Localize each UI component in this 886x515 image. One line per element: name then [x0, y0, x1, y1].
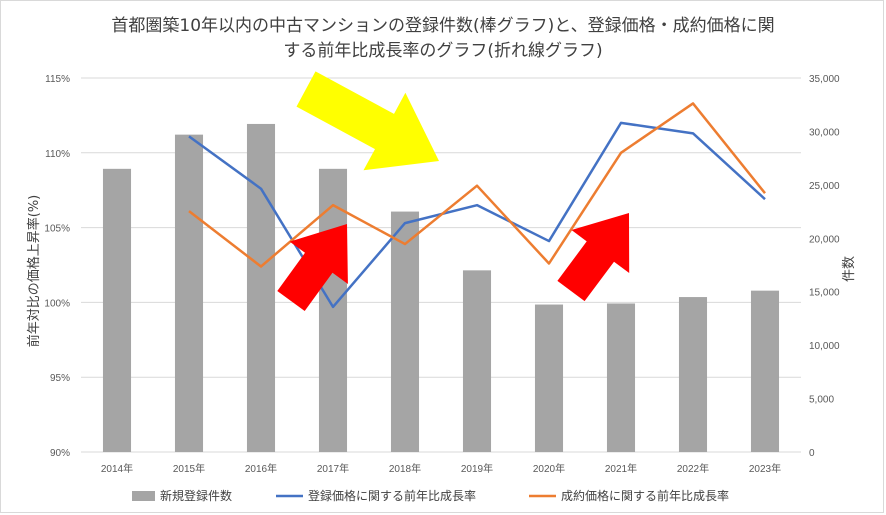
y-left-tick: 110%: [45, 149, 70, 160]
x-tick: 2015年: [173, 462, 205, 475]
bar: [390, 211, 420, 452]
x-tick: 2019年: [461, 462, 493, 475]
bar: [534, 304, 564, 452]
x-tick: 2023年: [749, 462, 781, 475]
bar: [678, 297, 708, 452]
annotation-arrow-red-1: [277, 224, 348, 311]
y-right-tick: 5,000: [809, 395, 834, 406]
x-tick: 2016年: [245, 462, 277, 475]
y-left-tick: 90%: [50, 448, 70, 459]
y-right-tick: 10,000: [809, 341, 840, 352]
legend: 新規登録件数 登録価格に関する前年比成長率 成約価格に関する前年比成長率: [132, 488, 729, 503]
y-axis-left-title: 前年対比の価格上昇率(%): [26, 195, 42, 348]
y-right-tick: 0: [809, 448, 815, 459]
legend-label: 成約価格に関する前年比成長率: [561, 488, 729, 503]
bar: [246, 123, 276, 452]
line-series-layer: [188, 102, 766, 309]
bar: [102, 168, 132, 453]
y-right-tick: 30,000: [809, 127, 840, 138]
bar-series-registrations: [102, 123, 780, 453]
legend-swatch-bar: [132, 491, 155, 501]
bar: [174, 134, 204, 453]
annotation-arrow-yellow: [296, 71, 439, 171]
y-left-tick: 105%: [44, 224, 70, 235]
legend-label: 登録価格に関する前年比成長率: [308, 488, 476, 503]
legend-label: 新規登録件数: [160, 488, 232, 503]
y-left-tick: 95%: [50, 373, 70, 384]
bar: [750, 290, 780, 452]
y-left-tick: 100%: [44, 298, 70, 309]
x-tick: 2020年: [533, 462, 565, 475]
x-tick: 2021年: [605, 462, 637, 475]
y-right-tick: 35,000: [809, 74, 840, 85]
y-axis-right-title: 件数: [842, 256, 857, 282]
x-tick: 2017年: [317, 462, 349, 475]
x-tick: 2014年: [101, 462, 133, 475]
y-left-tick: 115%: [45, 74, 70, 85]
bar: [318, 168, 348, 453]
axis-ticks: 90% 95% 100% 105% 110% 115% 0 5,000 10,000 15,000…: [44, 74, 840, 475]
y-right-tick: 15,000: [809, 288, 840, 299]
chart-title-line-2: する前年比成長率のグラフ(折れ線グラフ): [283, 41, 602, 61]
chart-title-line-1: 首都圏築10年以内の中古マンションの登録件数(棒グラフ)と、登録価格・成約価格に…: [111, 16, 774, 36]
x-tick: 2018年: [389, 462, 421, 475]
y-right-tick: 20,000: [809, 234, 840, 245]
bar: [606, 303, 636, 452]
annotation-arrows: [277, 71, 630, 311]
x-tick: 2022年: [677, 462, 709, 475]
line-registered-price: [188, 121, 766, 309]
y-right-tick: 25,000: [809, 181, 840, 192]
line-contract-price: [188, 102, 766, 268]
bar: [462, 270, 492, 452]
annotation-arrow-red-2: [557, 213, 630, 302]
